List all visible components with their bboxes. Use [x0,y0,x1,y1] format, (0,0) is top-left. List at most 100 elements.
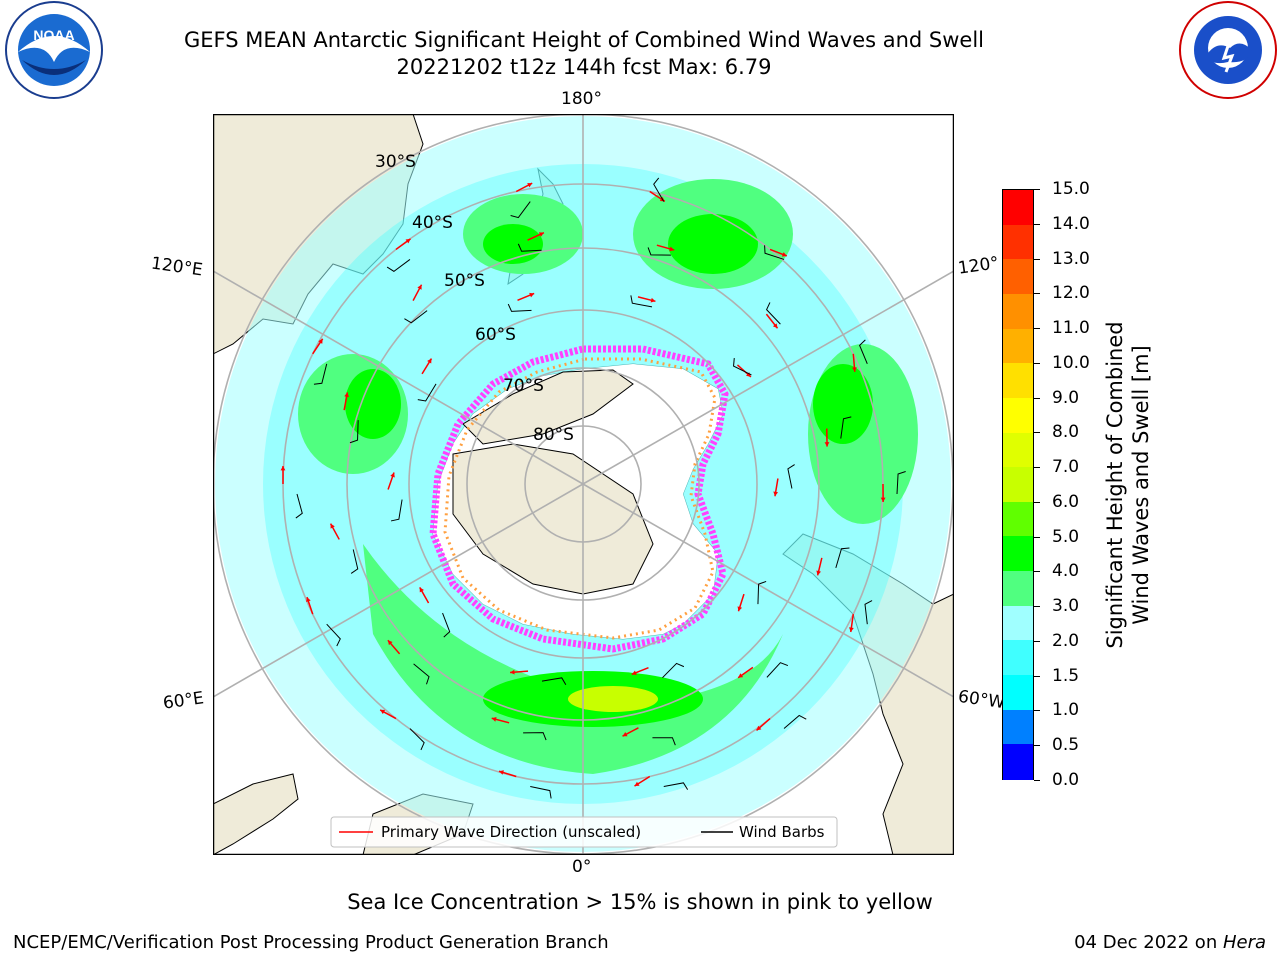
wave-direction-arrowhead [387,640,393,646]
wind-barb [662,662,685,679]
wind-barb [864,600,873,625]
wind-barb [326,623,341,647]
lon-label-120e: 120°E [149,253,204,281]
colorbar-band [1003,397,1033,434]
colorbar-tick-label: 1.5 [1052,665,1080,686]
lat-label-60s: 60°S [475,325,516,345]
vector-layer [280,177,906,799]
colorbar-band [1003,467,1033,503]
colorbar-band [1003,640,1033,677]
colorbar-band [1003,605,1033,642]
colorbar-tick-mark [1034,362,1040,364]
colorbar-tick-label: 7.0 [1052,457,1080,478]
wave-direction-arrowhead [634,781,640,787]
colorbar-tick-mark [1034,258,1040,260]
legend-primary-wave: Primary Wave Direction (unscaled) [381,823,641,841]
wind-barb [733,358,752,376]
wave-direction-arrowhead [427,358,432,364]
wave-direction-arrowhead [318,338,323,344]
wind-barb [647,247,671,256]
legend: Primary Wave Direction (unscaled) Wind B… [330,816,838,848]
colorbar-tick-label: 9.0 [1052,387,1080,408]
colorbar-tick-label: 12.0 [1052,283,1090,304]
chart-title: GEFS MEAN Antarctic Significant Height o… [183,28,985,52]
colorbar-tick-mark [1034,432,1040,434]
colorbar-band [1003,744,1033,781]
polar-map: Primary Wave Direction (unscaled) Wind B… [213,114,954,855]
wind-barb [350,549,359,574]
colorbar-band [1003,675,1033,711]
footer-date-text: 04 Dec 2022 on [1074,932,1223,953]
lon-label-0: 0° [572,857,592,877]
wind-barb [764,245,785,260]
wave-direction-arrowhead [417,284,422,290]
colorbar-band [1003,709,1033,746]
wave-direction-arrowhead [849,627,854,632]
colorbar-label: Significant Height of Combined Wind Wave… [1102,305,1154,665]
colorbar-tick-mark [1034,606,1040,608]
colorbar-band [1003,259,1033,296]
colorbar-tick-label: 1.0 [1052,700,1080,721]
colorbar-band [1003,363,1033,400]
wind-barb [663,782,689,790]
svg-text:NOAA: NOAA [33,27,74,43]
noaa-logo: NOAA [5,1,103,99]
wave-direction-arrowhead [852,367,857,372]
wave-direction-arrowhead [669,246,675,252]
wind-barb [787,464,795,489]
wind-barb [652,737,676,746]
wind-barb [653,177,665,202]
wind-barb [417,383,437,402]
colorbar-tick-mark [1034,293,1040,295]
nws-logo [1179,1,1277,99]
colorbar-tick-label: 2.0 [1052,630,1080,651]
wave-direction-arrowhead [772,323,778,329]
colorbar-tick-label: 8.0 [1052,422,1080,443]
wind-barb [409,728,425,751]
chart-subtitle: 20221202 t12z 144h fcst Max: 6.79 [396,55,772,79]
wind-barb [517,243,542,252]
lon-label-120w: 120° [956,253,1001,279]
colorbar-tick-mark [1034,189,1040,190]
wind-barb [386,259,411,272]
colorbar-tick-label: 13.0 [1052,248,1090,269]
colorbar-tick-label: 5.0 [1052,526,1080,547]
wave-direction-arrowhead [306,597,311,603]
wind-barb [896,471,906,495]
wind-barb [835,547,850,569]
colorbar-tick-label: 6.0 [1052,491,1080,512]
colorbar-tick-mark [1034,571,1040,573]
wave-direction-arrowhead [824,442,830,447]
colorbar-tick-mark [1034,467,1040,469]
wave-direction-arrowhead [390,472,395,478]
wind-barb [507,303,532,312]
wind-barb [442,612,451,638]
wave-direction-arrowhead [880,497,886,502]
wind-barb [765,302,781,325]
wind-barb [413,663,430,685]
sea-ice-note: Sea Ice Concentration > 15% is shown in … [347,890,933,914]
wave-direction-arrowhead [510,669,515,675]
wind-barb [840,416,852,439]
wind-barb [390,499,403,522]
colorbar-tick-label: 11.0 [1052,318,1090,339]
wave-direction-arrowhead [529,292,535,298]
lat-label-80s: 80°S [533,425,574,445]
wind-barb [757,580,767,605]
wave-direction-arrowhead [419,587,424,593]
lat-label-50s: 50°S [444,271,485,291]
colorbar-band [1003,328,1033,365]
wind-barb [510,201,531,219]
colorbar-tick-mark [1034,710,1040,712]
wind-barb [858,339,868,365]
wave-direction-arrowhead [738,673,744,678]
lat-label-40s: 40°S [412,213,453,233]
lon-label-60e: 60°E [161,688,206,714]
colorbar-tick-mark [1034,745,1040,747]
colorbar-tick-label: 14.0 [1052,213,1090,234]
colorbar-tick-label: 3.0 [1052,596,1080,617]
colorbar-band [1003,536,1033,573]
colorbar-tick-label: 0.5 [1052,735,1080,756]
colorbar-tick-mark [1034,536,1040,538]
wave-direction-arrowhead [622,732,628,737]
